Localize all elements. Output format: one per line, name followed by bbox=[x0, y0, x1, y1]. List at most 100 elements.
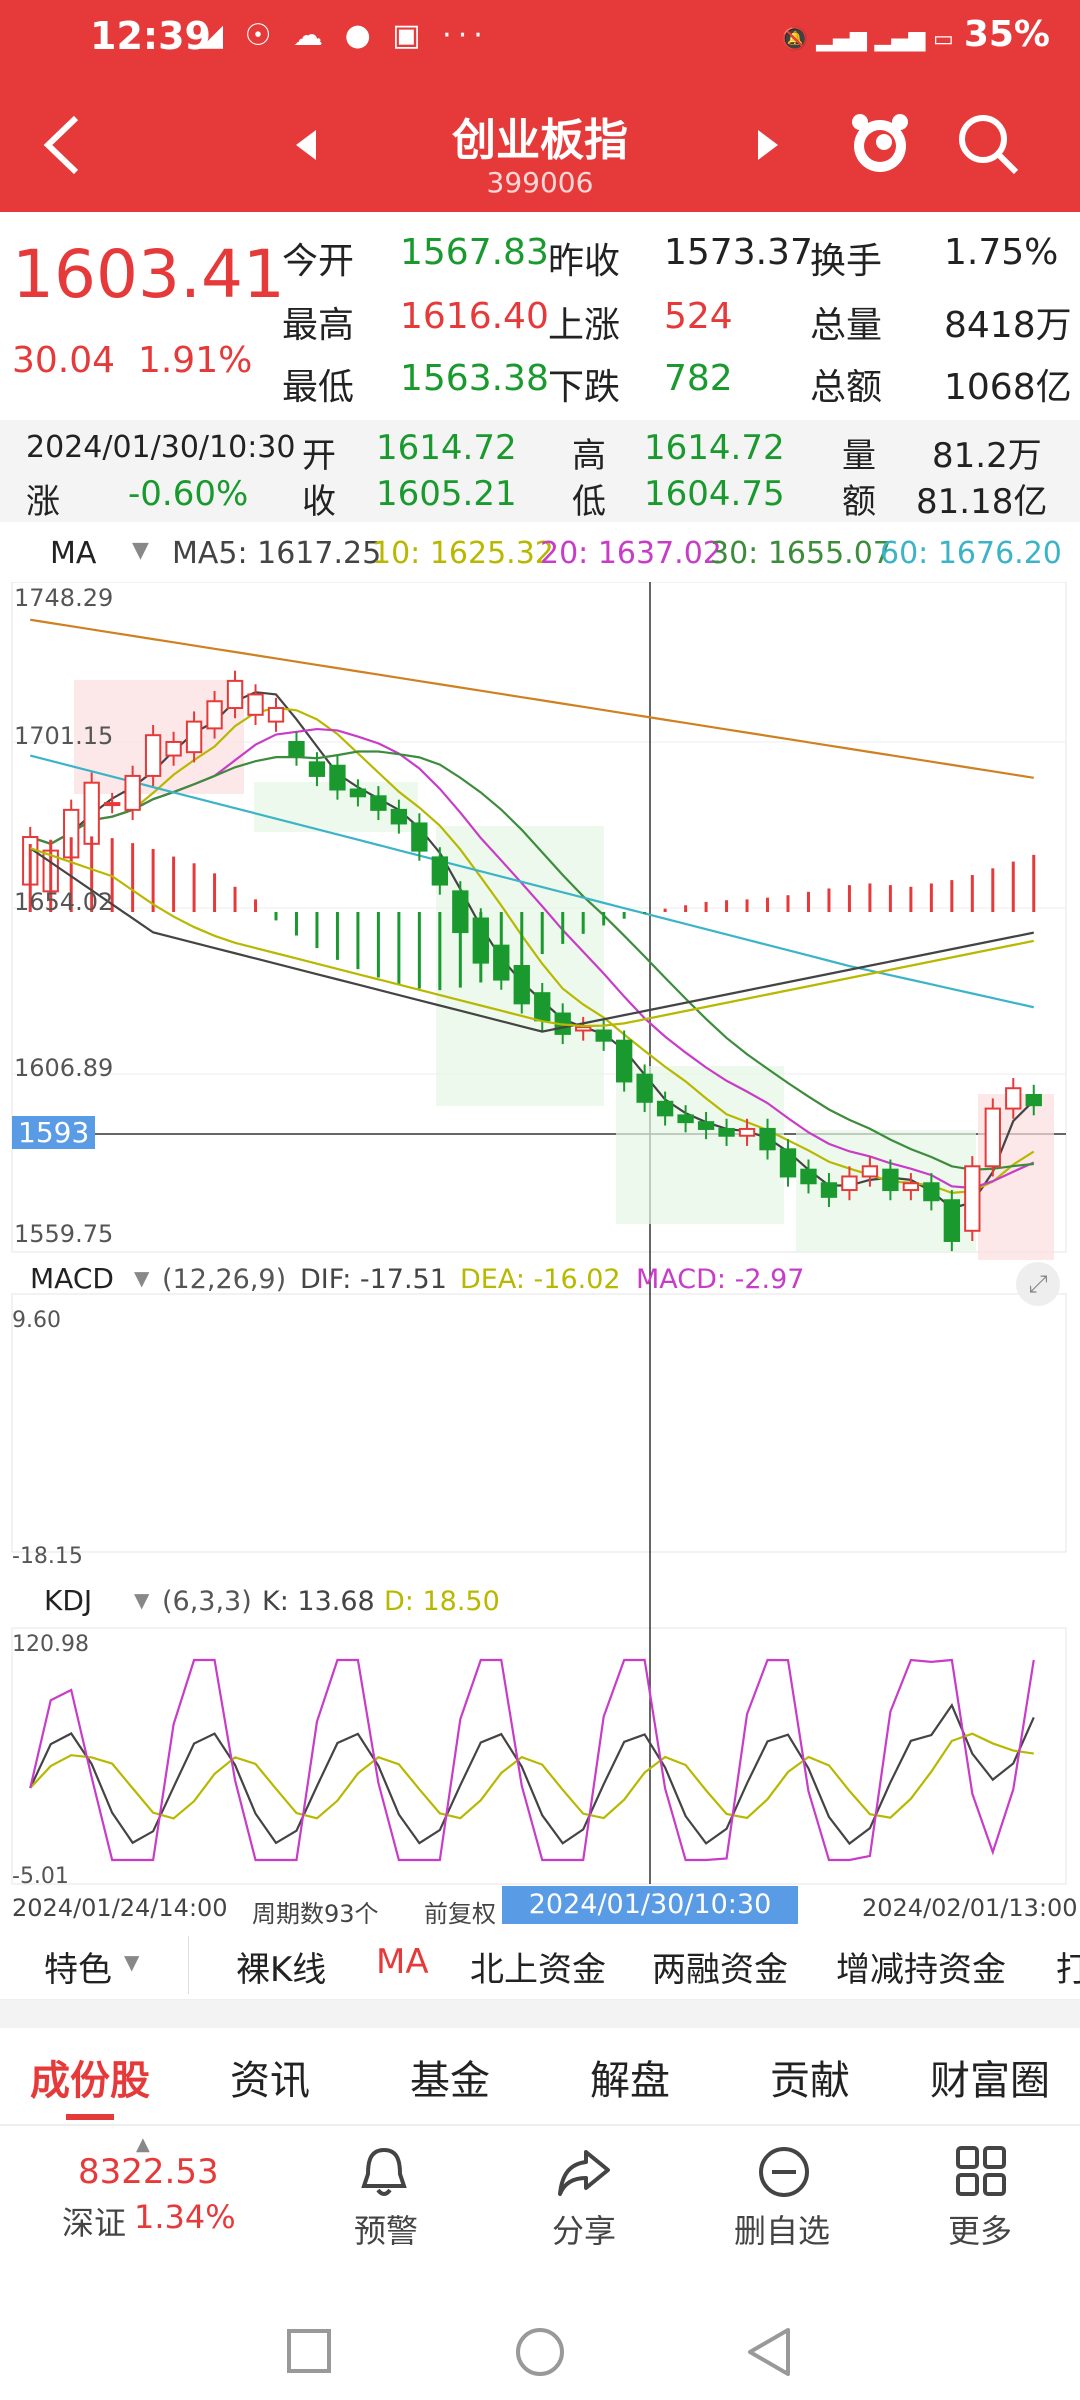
candle-body bbox=[206, 700, 223, 730]
amt-label: 额 bbox=[842, 482, 876, 522]
candle-body bbox=[882, 1168, 899, 1192]
remove-watchlist-icon[interactable] bbox=[756, 2144, 812, 2204]
mascot-icon[interactable] bbox=[848, 108, 912, 182]
tab-funds[interactable]: 基金 bbox=[410, 2058, 490, 2104]
x-end: 2024/02/01/13:00 bbox=[862, 1894, 1078, 1922]
cursor-datetime: 2024/01/30/10:30 bbox=[26, 430, 296, 465]
alert-label[interactable]: 预警 bbox=[354, 2212, 419, 2250]
ma10-value: 10: 1625.32 bbox=[372, 536, 554, 571]
kdj-k-line bbox=[29, 1703, 1035, 1846]
tab-divider bbox=[188, 1936, 189, 1994]
tab-constituents[interactable]: 成份股 bbox=[30, 2058, 150, 2104]
remove-watchlist-label[interactable]: 删自选 bbox=[734, 2212, 831, 2250]
candle-body bbox=[308, 761, 326, 777]
back-icon[interactable] bbox=[40, 112, 84, 178]
ma-name[interactable]: MA bbox=[50, 536, 97, 571]
expand-icon[interactable]: ⤢ bbox=[1016, 1262, 1060, 1306]
divider bbox=[0, 2000, 1080, 2028]
macd-name[interactable]: MACD bbox=[30, 1262, 114, 1295]
tab-feature[interactable]: 特色 bbox=[44, 1950, 112, 1990]
candle-body bbox=[656, 1100, 674, 1117]
x-cursor-tag: 2024/01/30/10:30 bbox=[502, 1886, 798, 1924]
kline-chart[interactable] bbox=[0, 582, 1080, 1930]
quote-cell: 1573.37 bbox=[664, 232, 813, 273]
ma20-value: 20: 1637.02 bbox=[540, 536, 722, 571]
quote-cell: 总量 bbox=[810, 305, 883, 346]
macd-params: (12,26,9) bbox=[162, 1264, 287, 1295]
kdj-ymin: -5.01 bbox=[12, 1864, 69, 1889]
candle-body bbox=[923, 1182, 940, 1202]
more-grid-icon[interactable] bbox=[954, 2144, 1008, 2202]
tab-holding-change[interactable]: 增减持资金 bbox=[836, 1950, 1006, 1990]
quote-cell: 换手 bbox=[810, 241, 883, 282]
candle-body bbox=[534, 992, 551, 1022]
quote-cell: 今开 bbox=[282, 241, 355, 282]
candle-body bbox=[800, 1168, 817, 1185]
rise-value: -0.60% bbox=[128, 474, 249, 514]
tab-analysis[interactable]: 解盘 bbox=[590, 2058, 670, 2104]
share-label[interactable]: 分享 bbox=[552, 2212, 617, 2250]
high-value: 1614.72 bbox=[644, 428, 785, 468]
macd-dropdown-icon[interactable]: ▼ bbox=[134, 1266, 150, 1290]
candle-body bbox=[267, 707, 285, 723]
low-label: 低 bbox=[572, 482, 606, 522]
current-price: 1603.41 bbox=[12, 236, 285, 313]
y-label-1: 1701.15 bbox=[14, 722, 114, 750]
sz-index-pct[interactable]: 1.34% bbox=[134, 2198, 236, 2236]
quote-cell: 1563.38 bbox=[400, 358, 549, 399]
candle-body bbox=[185, 720, 203, 754]
tab-wealth-circle[interactable]: 财富圈 bbox=[930, 2058, 1050, 2104]
candle-body bbox=[964, 1165, 981, 1232]
candle-body bbox=[288, 740, 305, 757]
candle-body bbox=[390, 808, 408, 825]
tab-contribution[interactable]: 贡献 bbox=[770, 2058, 850, 2104]
tab-more[interactable]: 打 bbox=[1056, 1950, 1080, 1990]
active-tab-indicator bbox=[66, 2114, 114, 2120]
tab-naked-k[interactable]: 裸K线 bbox=[236, 1950, 327, 1990]
search-icon[interactable] bbox=[956, 112, 1020, 180]
ma-dropdown-icon[interactable]: ▼ bbox=[132, 538, 149, 563]
home-icon[interactable] bbox=[514, 2326, 566, 2382]
sz-index-value[interactable]: 8322.53 bbox=[78, 2152, 219, 2192]
tab-feature-dropdown-icon[interactable]: ▼ bbox=[124, 1950, 140, 1974]
candle-body bbox=[718, 1127, 735, 1137]
candle-body bbox=[1025, 1094, 1042, 1107]
share-icon[interactable] bbox=[556, 2144, 612, 2204]
tab-news[interactable]: 资讯 bbox=[230, 2058, 310, 2104]
tab-ma[interactable]: MA bbox=[376, 1942, 429, 1982]
candle-body bbox=[103, 802, 121, 807]
quote-cell: 524 bbox=[664, 296, 733, 337]
y-label-2: 1654.02 bbox=[14, 888, 114, 916]
back-nav-icon[interactable] bbox=[744, 2326, 792, 2382]
status-notification-icons: ◢ ☉ ☁ ● ▣ ··· bbox=[200, 18, 489, 53]
x-start: 2024/01/24/14:00 bbox=[12, 1894, 228, 1922]
candle-body bbox=[759, 1127, 776, 1151]
kdj-name[interactable]: KDJ bbox=[44, 1584, 93, 1617]
tab-margin[interactable]: 两融资金 bbox=[652, 1950, 788, 1990]
candle-body bbox=[943, 1199, 961, 1242]
ma60-line bbox=[29, 754, 1035, 1009]
macd-dea-line bbox=[29, 847, 1034, 1028]
prev-index-icon[interactable] bbox=[294, 128, 318, 166]
candle-body bbox=[779, 1148, 797, 1178]
bell-icon[interactable] bbox=[358, 2144, 410, 2204]
open-value: 1614.72 bbox=[376, 428, 517, 468]
rise-label: 涨 bbox=[26, 482, 60, 522]
system-nav-bar bbox=[0, 2290, 1080, 2400]
candle-body bbox=[247, 693, 264, 716]
more-label[interactable]: 更多 bbox=[948, 2212, 1013, 2250]
ma-legend: MA ▼ MA5: 1617.25 10: 1625.32 20: 1637.0… bbox=[0, 526, 1080, 582]
candle-body bbox=[165, 740, 182, 757]
close-label: 收 bbox=[302, 482, 336, 522]
candle-body bbox=[738, 1127, 756, 1137]
tab-northbound[interactable]: 北上资金 bbox=[470, 1950, 606, 1990]
candle-body bbox=[697, 1121, 715, 1130]
recent-apps-icon[interactable] bbox=[286, 2328, 332, 2378]
low-value: 1604.75 bbox=[644, 474, 785, 514]
sz-index-name[interactable]: 深证 bbox=[62, 2204, 127, 2242]
next-index-icon[interactable] bbox=[756, 128, 780, 166]
candle-body bbox=[411, 822, 428, 852]
kdj-dropdown-icon[interactable]: ▼ bbox=[134, 1588, 150, 1612]
expand-up-icon[interactable]: ▲ bbox=[136, 2134, 150, 2155]
quote-cell: 8418万 bbox=[944, 305, 1072, 346]
